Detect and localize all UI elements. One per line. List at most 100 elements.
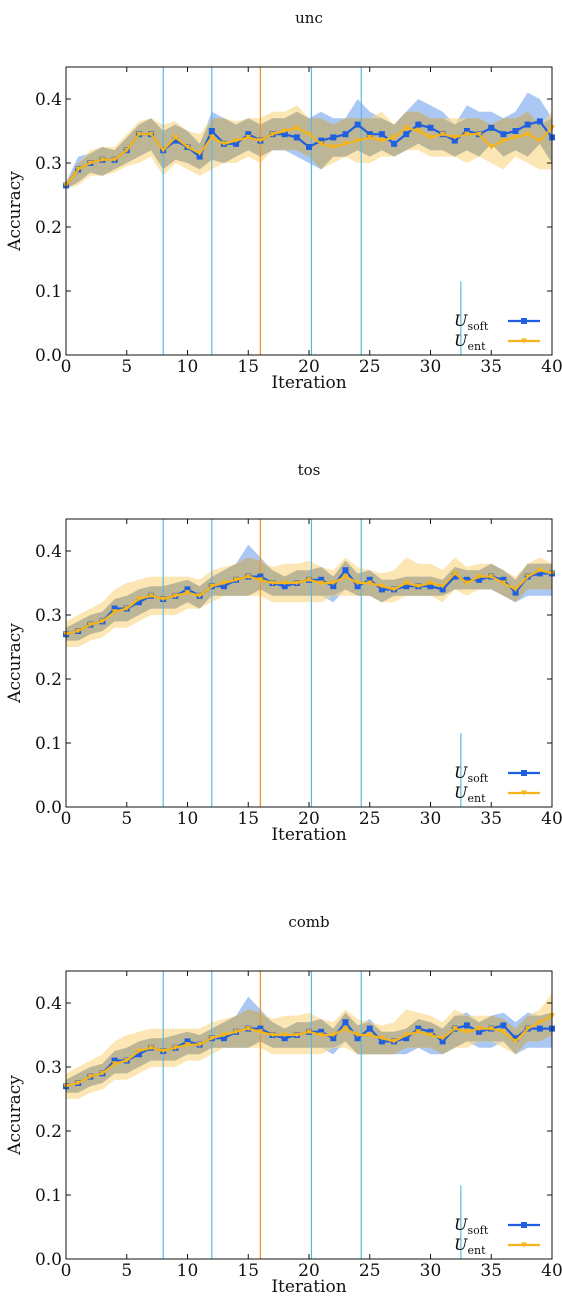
legend-name: U bbox=[454, 1215, 468, 1234]
data-point-soft bbox=[306, 144, 312, 150]
data-point-ent bbox=[476, 574, 483, 580]
data-point-ent bbox=[111, 609, 118, 615]
y-tick-label: 0.2 bbox=[35, 218, 62, 238]
data-point-ent bbox=[135, 596, 142, 602]
x-tick-label: 30 bbox=[420, 357, 442, 377]
data-point-ent bbox=[415, 1029, 422, 1035]
data-point-ent bbox=[524, 1026, 531, 1032]
data-point-ent bbox=[378, 1035, 385, 1041]
data-point-soft bbox=[111, 1057, 118, 1064]
data-point-ent bbox=[488, 1026, 495, 1032]
y-tick-label: 0.3 bbox=[35, 154, 62, 174]
data-point-ent bbox=[306, 131, 312, 137]
data-point-ent bbox=[451, 570, 458, 576]
y-tick-label: 0.4 bbox=[35, 90, 62, 110]
legend-marker-ent bbox=[521, 338, 527, 344]
data-point-ent bbox=[342, 1026, 349, 1032]
data-point-soft bbox=[524, 121, 531, 128]
data-point-soft bbox=[281, 1035, 288, 1042]
data-point-soft bbox=[354, 121, 361, 128]
data-point-ent bbox=[488, 574, 495, 580]
band-overlap bbox=[66, 111, 552, 189]
data-point-soft bbox=[208, 128, 215, 134]
x-tick-label: 20 bbox=[298, 809, 320, 829]
data-point-ent bbox=[366, 580, 373, 586]
data-point-soft bbox=[257, 1025, 264, 1032]
data-point-ent bbox=[172, 134, 179, 140]
data-point-soft bbox=[378, 1038, 385, 1045]
data-point-ent bbox=[281, 1032, 288, 1038]
y-axis-label: Accuracy bbox=[5, 623, 25, 704]
data-point-ent bbox=[220, 1032, 227, 1038]
data-point-ent bbox=[135, 131, 142, 137]
x-axis-label: Iteration bbox=[271, 373, 346, 393]
data-point-ent bbox=[269, 1032, 276, 1038]
legend-marker-soft bbox=[521, 318, 527, 324]
chart-panel-comb: comb 0 5 10 15 20 25 30 35 40 0.0 0.1 0.2 0.3 0.4 Itera… bbox=[5, 913, 562, 1297]
data-point-soft bbox=[233, 140, 240, 147]
data-point-ent bbox=[488, 144, 495, 150]
data-point-soft bbox=[281, 583, 288, 590]
data-point-soft bbox=[366, 1025, 373, 1032]
x-tick-label: 40 bbox=[541, 1261, 562, 1281]
x-tick-label: 20 bbox=[298, 1261, 320, 1281]
data-point-ent bbox=[512, 586, 519, 592]
data-point-soft bbox=[366, 576, 373, 583]
chart-panel-tos: tos 0 5 10 15 20 25 30 35 40 0.0 0.1 0.2 0.3 0.4 Iterat… bbox=[5, 461, 562, 845]
legend-subscript: soft bbox=[467, 1224, 488, 1237]
data-point-soft bbox=[500, 1022, 507, 1029]
data-point-soft bbox=[111, 605, 118, 612]
data-point-ent bbox=[245, 1026, 252, 1032]
data-point-ent bbox=[427, 580, 434, 586]
data-point-soft bbox=[476, 576, 483, 583]
data-point-ent bbox=[500, 1029, 507, 1035]
data-point-soft bbox=[427, 583, 434, 590]
data-point-ent bbox=[524, 131, 531, 137]
data-point-ent bbox=[233, 577, 240, 583]
data-point-soft bbox=[318, 137, 325, 144]
data-point-soft bbox=[172, 137, 179, 144]
x-tick-label: 5 bbox=[121, 357, 132, 377]
data-point-ent bbox=[439, 583, 446, 589]
data-point-ent bbox=[75, 1080, 82, 1086]
data-point-ent bbox=[196, 1042, 203, 1048]
data-point-soft bbox=[318, 1028, 325, 1035]
data-point-ent bbox=[87, 622, 94, 628]
legend-name: U bbox=[454, 311, 468, 330]
data-point-ent bbox=[306, 1029, 312, 1035]
data-point-ent bbox=[269, 131, 276, 137]
data-point-ent bbox=[257, 1029, 264, 1035]
data-point-ent bbox=[233, 138, 240, 144]
data-point-soft bbox=[500, 131, 507, 138]
data-point-ent bbox=[354, 138, 361, 144]
data-point-soft bbox=[463, 1022, 470, 1029]
data-point-ent bbox=[391, 1038, 398, 1044]
data-point-ent bbox=[403, 580, 410, 586]
data-point-ent bbox=[196, 593, 203, 599]
data-point-ent bbox=[160, 596, 167, 602]
chart-title: unc bbox=[295, 9, 323, 27]
data-point-ent bbox=[208, 1035, 215, 1041]
data-point-ent bbox=[148, 593, 155, 599]
x-tick-label: 40 bbox=[541, 357, 562, 377]
x-tick-label: 35 bbox=[480, 1261, 502, 1281]
legend-marker-ent bbox=[521, 1242, 527, 1248]
data-point-ent bbox=[75, 628, 82, 634]
data-point-ent bbox=[196, 150, 203, 156]
data-point-ent bbox=[123, 1058, 130, 1064]
data-point-ent bbox=[476, 1026, 483, 1032]
legend-subscript: soft bbox=[467, 772, 488, 785]
data-point-ent bbox=[439, 131, 446, 137]
plot-frame bbox=[65, 66, 553, 356]
data-point-ent bbox=[463, 1029, 470, 1035]
data-point-ent bbox=[318, 580, 325, 586]
x-axis-label: Iteration bbox=[271, 1277, 346, 1297]
data-point-ent bbox=[172, 1045, 179, 1051]
legend-label-soft: Usoft bbox=[454, 311, 489, 333]
chart-panel-unc: unc 0 5 10 15 20 25 30 35 40 0.0 0.1 0.2 0.3 0.4 Iterat… bbox=[5, 9, 562, 393]
data-point-ent bbox=[500, 138, 507, 144]
data-point-ent bbox=[391, 586, 398, 592]
data-point-ent bbox=[342, 574, 349, 580]
